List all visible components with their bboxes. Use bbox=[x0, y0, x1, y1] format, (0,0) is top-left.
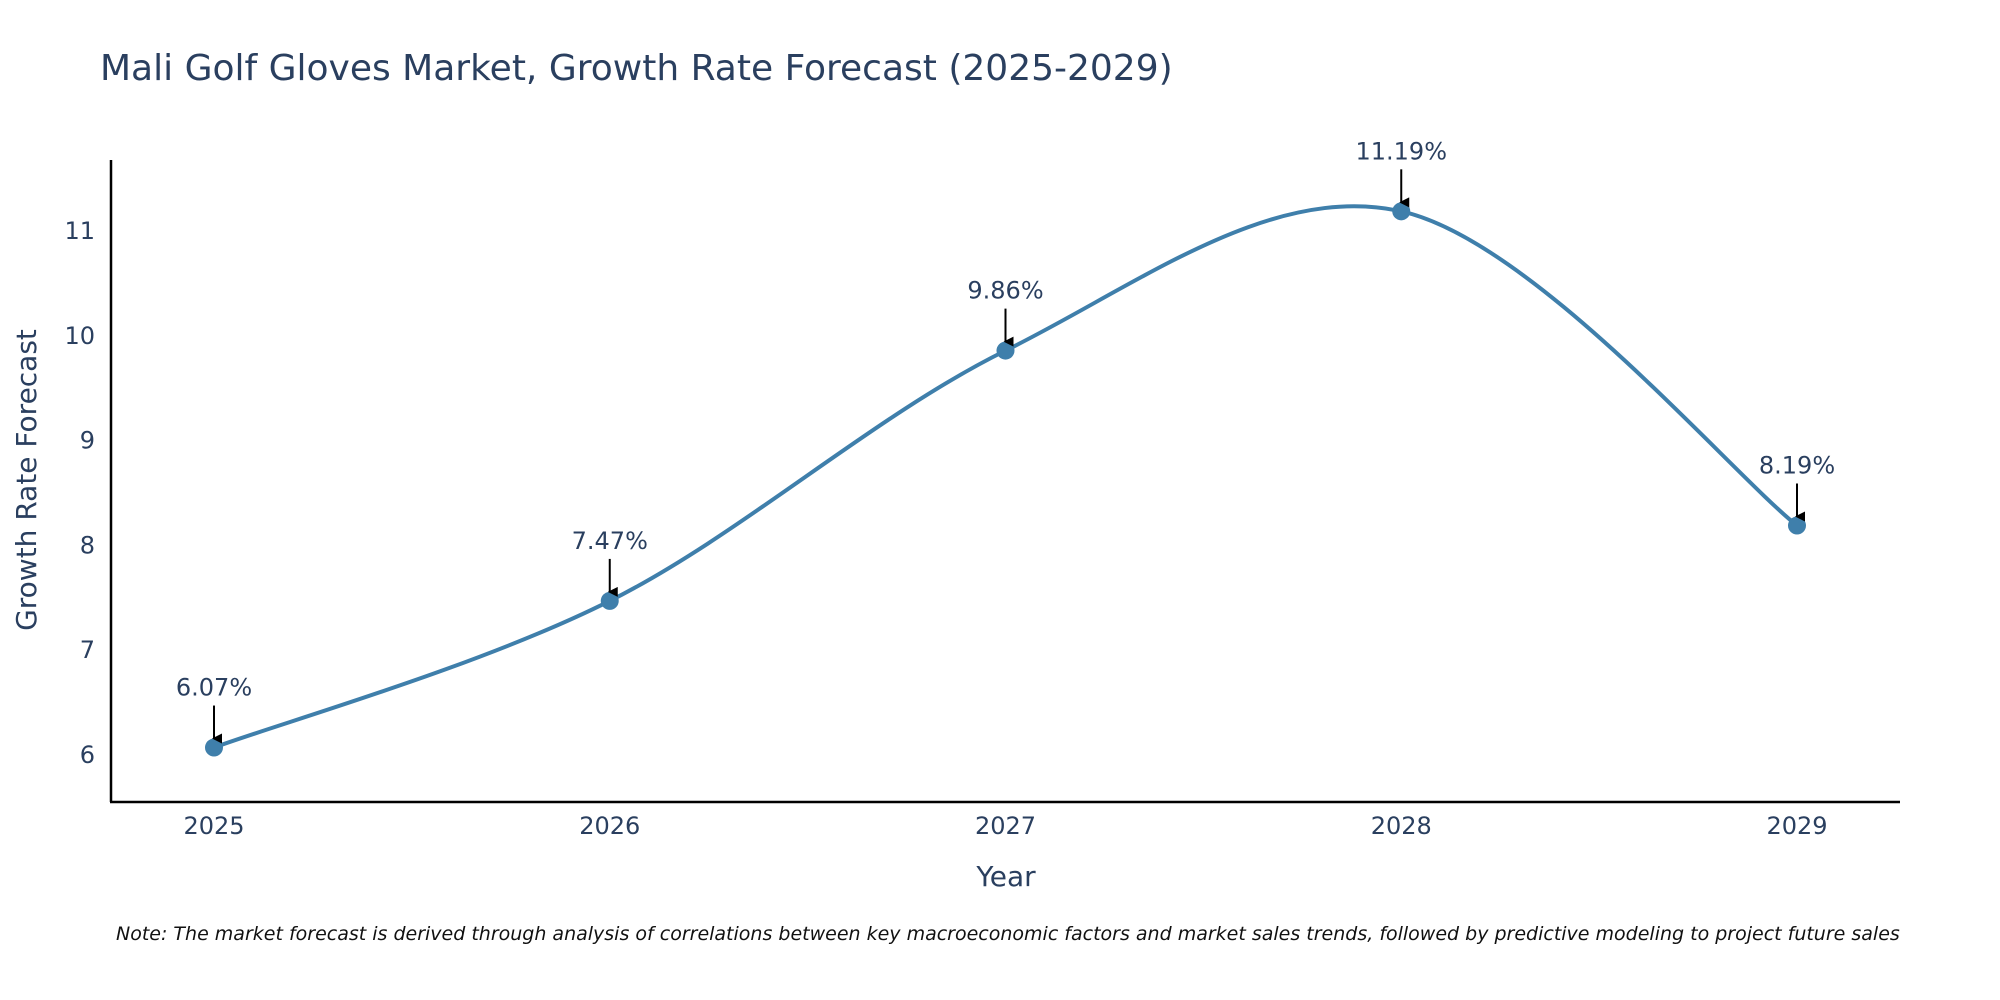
y-axis-title: Growth Rate Forecast bbox=[10, 329, 43, 631]
x-tick-label: 2029 bbox=[1766, 812, 1827, 840]
data-point bbox=[205, 738, 223, 757]
x-tick-label: 2025 bbox=[183, 812, 244, 840]
data-label: 9.86% bbox=[967, 277, 1043, 305]
data-point bbox=[1392, 202, 1411, 221]
data-annotations: 6.07% 7.47% 9.86% 11.19% 8.19% bbox=[176, 137, 1835, 744]
data-label: 11.19% bbox=[1355, 137, 1447, 165]
x-tick-label: 2028 bbox=[1371, 812, 1432, 840]
footnote: Note: The market forecast is derived thr… bbox=[116, 923, 1900, 945]
data-point bbox=[1788, 516, 1806, 535]
data-label: 7.47% bbox=[572, 527, 648, 555]
x-axis-ticks: 2025 2026 2027 2028 2029 bbox=[183, 812, 1827, 840]
chart-title: Mali Golf Gloves Market, Growth Rate For… bbox=[100, 48, 1173, 89]
data-point bbox=[996, 341, 1015, 360]
data-label: 8.19% bbox=[1759, 452, 1835, 480]
y-tick-label: 7 bbox=[80, 636, 95, 664]
y-tick-label: 10 bbox=[64, 322, 95, 350]
y-axis-ticks: 6 7 8 9 10 11 bbox=[64, 217, 95, 769]
data-label: 6.07% bbox=[176, 674, 252, 702]
data-point bbox=[600, 591, 619, 610]
x-tick-label: 2027 bbox=[975, 812, 1036, 840]
y-tick-label: 8 bbox=[80, 531, 95, 559]
y-tick-label: 9 bbox=[80, 427, 95, 455]
y-tick-label: 11 bbox=[64, 217, 95, 245]
y-tick-label: 6 bbox=[80, 741, 95, 769]
x-axis-title: Year bbox=[975, 860, 1036, 893]
x-tick-label: 2026 bbox=[579, 812, 640, 840]
